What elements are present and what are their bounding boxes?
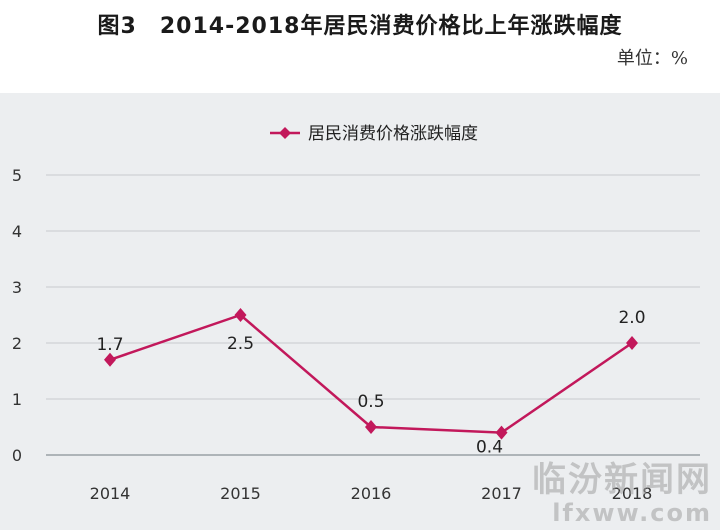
data-point [626, 336, 638, 350]
x-tick-label: 2017 [481, 484, 522, 503]
page-title: 图3 2014-2018年居民消费价格比上年涨跌幅度 [97, 14, 623, 39]
chart-panel: 居民消费价格涨跌幅度 0 1 2 3 4 5 2014 2015 2016 2017 2018 1.7 2… [0, 93, 720, 530]
y-tick-label: 5 [12, 166, 22, 185]
watermark-name: 临汾新闻网 [532, 460, 712, 501]
data-label: 0.4 [476, 438, 503, 458]
x-tick-label: 2016 [351, 484, 392, 503]
unit-label: 单位：% [616, 48, 688, 69]
legend-marker [279, 127, 291, 139]
series-line [109, 313, 633, 434]
y-tick-label: 0 [12, 446, 22, 465]
data-label: 2.5 [227, 334, 254, 354]
watermark: 临汾新闻网 lfxww.com [532, 462, 712, 526]
data-label: 1.7 [96, 335, 123, 355]
line-chart: 居民消费价格涨跌幅度 0 1 2 3 4 5 2014 2015 2016 2017 2018 1.7 2… [12, 124, 700, 503]
data-point [104, 352, 116, 367]
y-tick-label: 2 [12, 334, 22, 353]
x-tick-label: 2014 [90, 484, 131, 503]
y-tick-label: 1 [12, 390, 22, 409]
data-label: 0.5 [357, 392, 384, 412]
data-point [495, 425, 508, 440]
data-point [365, 420, 377, 434]
y-tick-label: 4 [12, 222, 22, 241]
x-tick-label: 2015 [220, 484, 261, 503]
watermark-url: lfxww.com [552, 498, 712, 527]
data-label: 2.0 [618, 308, 645, 328]
x-tick-label: 2018 [612, 484, 653, 503]
y-tick-label: 3 [12, 278, 22, 297]
legend-label: 居民消费价格涨跌幅度 [308, 124, 478, 144]
data-point [234, 308, 247, 322]
